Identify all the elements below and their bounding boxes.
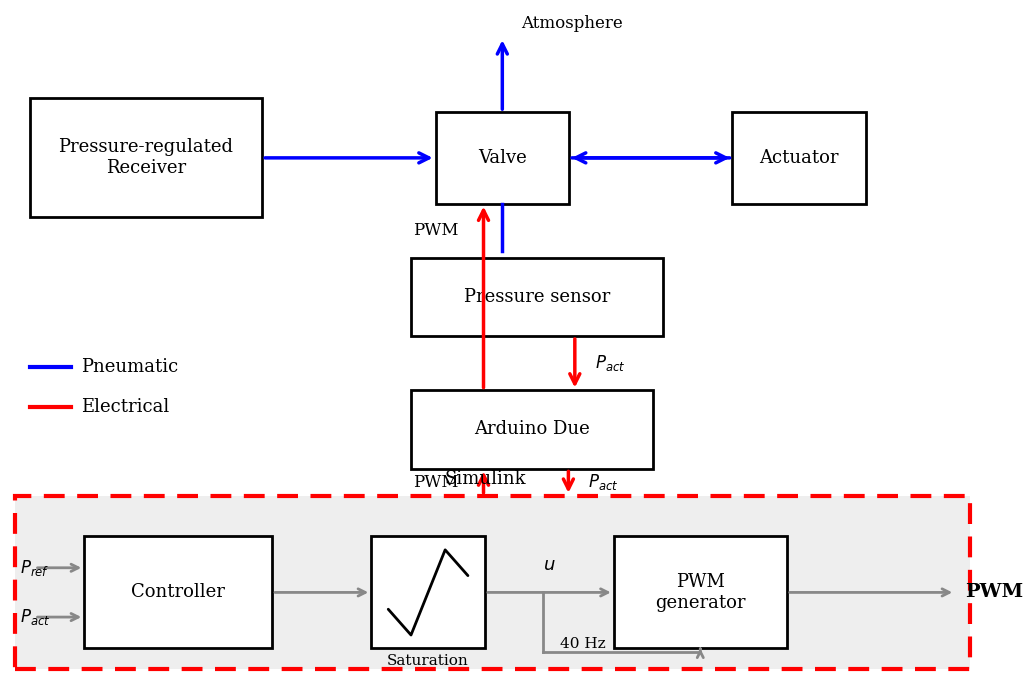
Text: Electrical: Electrical <box>81 399 170 416</box>
Text: Pneumatic: Pneumatic <box>81 358 179 375</box>
Text: Saturation: Saturation <box>388 654 469 667</box>
Text: PWM: PWM <box>413 222 458 240</box>
Text: Actuator: Actuator <box>760 149 839 167</box>
Text: PWM
generator: PWM generator <box>655 573 745 612</box>
FancyBboxPatch shape <box>30 98 262 217</box>
Text: $P_{act}$: $P_{act}$ <box>588 472 619 492</box>
Text: Controller: Controller <box>132 583 225 602</box>
Text: $P_{act}$: $P_{act}$ <box>594 353 625 373</box>
FancyBboxPatch shape <box>436 112 570 204</box>
Text: Valve: Valve <box>478 149 526 167</box>
Text: PWM: PWM <box>965 583 1023 602</box>
Text: PWM: PWM <box>413 473 458 491</box>
Text: $P_{ref}$: $P_{ref}$ <box>20 557 49 578</box>
FancyBboxPatch shape <box>614 536 786 648</box>
Text: Pressure-regulated
Receiver: Pressure-regulated Receiver <box>59 139 233 177</box>
Text: $P_{act}$: $P_{act}$ <box>20 607 50 627</box>
FancyBboxPatch shape <box>371 536 485 648</box>
Text: Atmosphere: Atmosphere <box>521 15 623 33</box>
FancyBboxPatch shape <box>14 496 970 669</box>
FancyBboxPatch shape <box>411 258 663 336</box>
FancyBboxPatch shape <box>84 536 272 648</box>
Text: Arduino Due: Arduino Due <box>474 420 590 439</box>
FancyBboxPatch shape <box>732 112 866 204</box>
Text: Simulink: Simulink <box>444 470 525 488</box>
Text: Pressure sensor: Pressure sensor <box>464 288 610 306</box>
Text: 40 Hz: 40 Hz <box>559 637 605 650</box>
FancyBboxPatch shape <box>411 390 653 469</box>
Text: $u$: $u$ <box>543 556 555 574</box>
